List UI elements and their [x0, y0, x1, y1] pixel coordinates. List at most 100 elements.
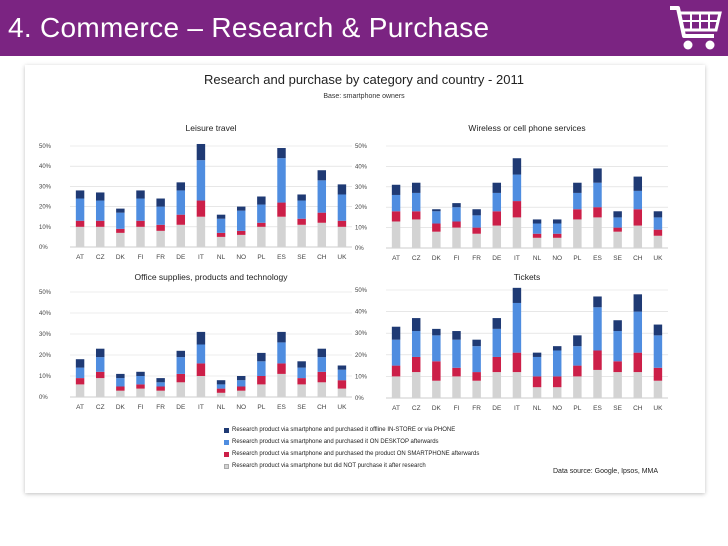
bar-segment	[452, 331, 461, 340]
x-tick-label: NO	[236, 404, 246, 411]
chart-title: Wireless or cell phone services	[468, 123, 585, 133]
bar-segment	[257, 361, 266, 376]
x-tick-label: CH	[317, 404, 327, 411]
bar-segment	[492, 211, 502, 226]
y-tick-label: 20%	[39, 353, 52, 359]
title-bar: 4. Commerce – Research & Purchase	[0, 0, 728, 56]
bar-segment	[532, 233, 542, 238]
x-tick-label: DK	[116, 254, 126, 261]
x-tick-label: DE	[176, 404, 186, 411]
y-tick-label: 0%	[355, 396, 364, 402]
y-tick-label: 10%	[355, 374, 368, 380]
bar-segment	[573, 219, 582, 248]
bar-segment	[75, 226, 85, 247]
bar-segment	[297, 384, 306, 397]
bar-segment	[613, 231, 622, 248]
legend-swatch	[224, 451, 229, 457]
bar-segment	[116, 378, 125, 387]
x-tick-label: NL	[533, 405, 542, 412]
bar-segment	[176, 373, 186, 383]
bar-segment	[95, 357, 105, 372]
bar-segment	[136, 376, 145, 385]
bar-segment	[391, 326, 401, 340]
bar-segment	[573, 192, 582, 210]
bar-segment	[613, 227, 622, 232]
bar-segment	[653, 235, 663, 248]
bar-segment	[512, 201, 522, 218]
bar-segment	[452, 376, 461, 398]
main-chart-title: Research and purchase by category and co…	[204, 72, 524, 87]
bar-segment	[196, 376, 206, 397]
bar-segment	[156, 224, 165, 231]
bar-segment	[512, 352, 522, 373]
legend-label: Research product via smartphone and purc…	[232, 451, 480, 457]
x-tick-label: IT	[198, 404, 204, 411]
x-tick-label: DE	[176, 254, 186, 261]
bar-segment	[512, 302, 522, 353]
legend-swatch	[224, 439, 229, 445]
x-tick-label: DK	[432, 405, 442, 412]
bar-segment	[216, 380, 226, 385]
bar-segment	[236, 230, 246, 235]
legend-item: Research product via smartphone and purc…	[224, 424, 479, 436]
x-tick-label: FR	[156, 404, 165, 411]
bar-segment	[236, 210, 246, 231]
y-tick-label: 0%	[355, 246, 364, 252]
bar-segment	[236, 206, 246, 211]
bar-segment	[653, 380, 663, 398]
data-source: Data source: Google, Ipsos, MMA	[553, 468, 659, 475]
bar-segment	[432, 328, 441, 336]
bar-segment	[492, 328, 502, 357]
x-tick-label: FI	[454, 255, 460, 262]
x-tick-label: IT	[198, 254, 204, 261]
bar-segment	[532, 356, 542, 377]
bar-segment	[337, 220, 347, 227]
bar-segment	[552, 219, 562, 224]
bar-segment	[391, 221, 401, 248]
bar-segment	[613, 372, 622, 398]
bar-segment	[216, 214, 226, 219]
bar-segment	[633, 225, 643, 248]
x-tick-label: AT	[76, 254, 84, 261]
bar-segment	[257, 196, 266, 205]
bar-segment	[216, 392, 226, 397]
bar-segment	[156, 390, 165, 397]
bar-segment	[432, 361, 441, 381]
bar-segment	[472, 233, 481, 248]
y-tick-label: 50%	[355, 288, 368, 294]
bar-segment	[95, 378, 105, 397]
bar-segment	[176, 350, 186, 358]
x-tick-label: UK	[337, 404, 347, 411]
bar-segment	[552, 346, 562, 351]
x-tick-label: CH	[633, 255, 643, 262]
bar-segment	[297, 218, 306, 225]
bar-segment	[492, 192, 502, 212]
x-tick-label: PL	[573, 405, 581, 412]
bar-segment	[176, 357, 186, 374]
bar-segment	[156, 230, 165, 247]
bar-segment	[196, 216, 206, 247]
bar-segment	[573, 376, 582, 398]
bar-segment	[337, 369, 347, 381]
bar-segment	[552, 387, 562, 398]
bar-segment	[196, 331, 206, 345]
y-tick-label: 0%	[39, 395, 48, 401]
x-tick-label: CH	[317, 254, 327, 261]
bar-segment	[633, 190, 643, 210]
bar-segment	[216, 384, 226, 389]
bar-segment	[95, 200, 105, 221]
bar-segment	[277, 342, 286, 364]
bar-segment	[136, 384, 145, 389]
bar-segment	[337, 388, 347, 397]
bar-segment	[277, 331, 286, 343]
x-tick-label: UK	[653, 405, 663, 412]
bar-segment	[492, 182, 502, 193]
bar-segment	[411, 372, 421, 398]
bar-segment	[116, 228, 125, 233]
bar-segment	[337, 184, 347, 195]
bar-segment	[136, 220, 145, 227]
bar-segment	[176, 182, 186, 191]
bar-segment	[257, 204, 266, 223]
bar-segment	[176, 214, 186, 225]
bar-segment	[552, 376, 562, 388]
